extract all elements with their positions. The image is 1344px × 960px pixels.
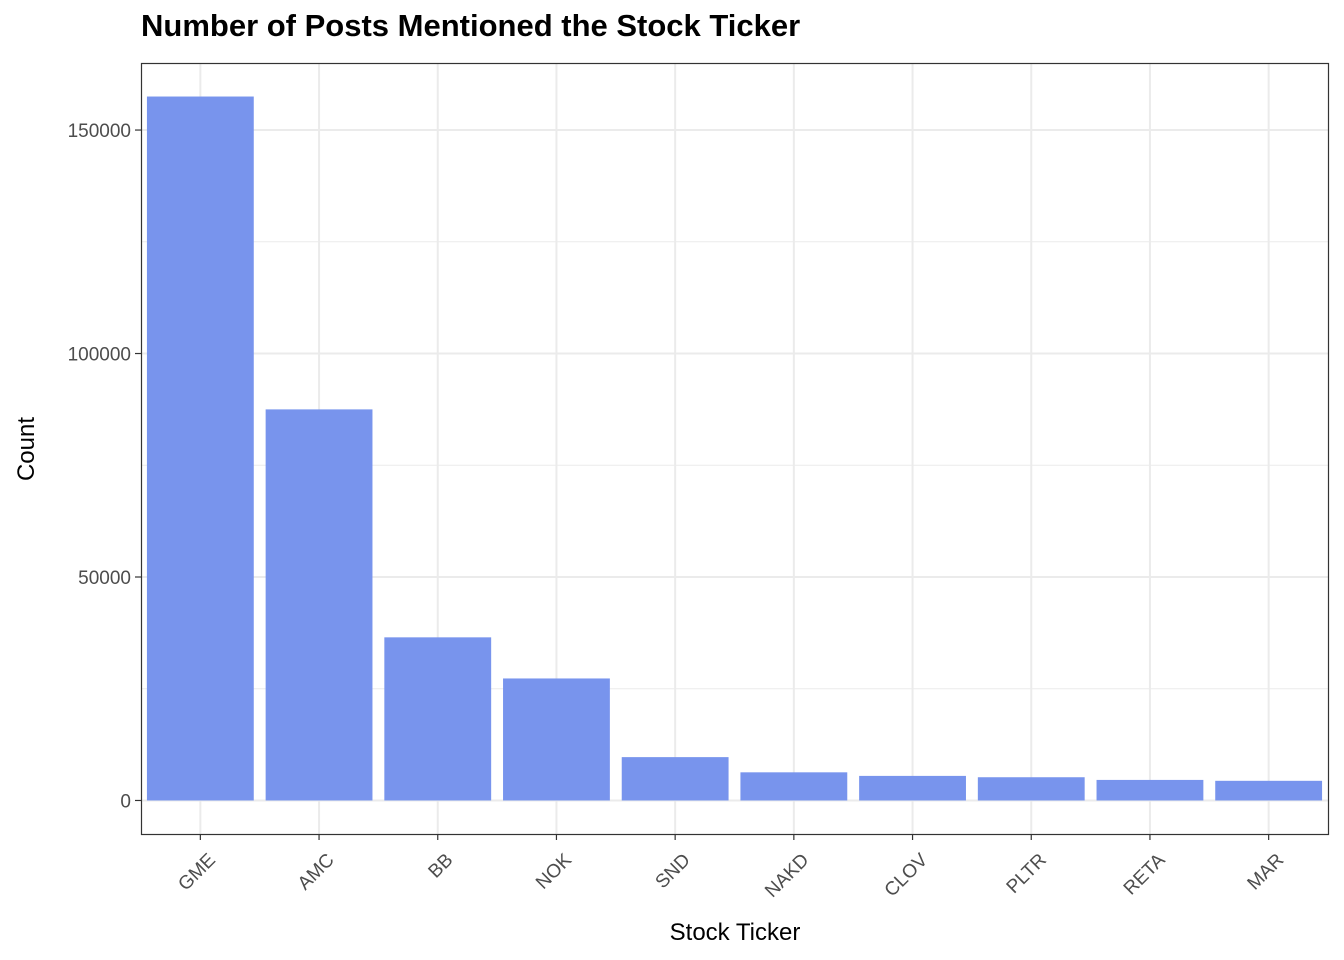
x-tick-label: AMC: [294, 850, 339, 895]
chart-title: Number of Posts Mentioned the Stock Tick…: [141, 8, 801, 43]
bar-pltr: [977, 777, 1085, 801]
bar-snd: [621, 757, 729, 801]
x-tick-label: NAKD: [761, 850, 813, 902]
x-tick-label: GME: [174, 850, 219, 895]
x-tick-label: RETA: [1120, 850, 1170, 900]
x-tick-label: MAR: [1244, 850, 1289, 895]
y-axis-ticks: 0 50000 100000 150000: [68, 121, 141, 812]
bar-amc: [265, 409, 373, 801]
y-tick-label: 100000: [68, 345, 131, 366]
x-tick-label: SND: [652, 850, 695, 893]
x-axis-ticks: GME AMC BB NOK SND NAKD CLOV PLTR RETA MAR: [174, 834, 1288, 902]
y-axis-title: Count: [13, 417, 40, 481]
bar-gme: [146, 96, 254, 801]
bar-nakd: [740, 772, 848, 801]
x-tick-label: PLTR: [1003, 850, 1051, 898]
bar-nok: [503, 678, 610, 801]
x-axis-title: Stock Ticker: [670, 919, 801, 946]
bar-reta: [1096, 779, 1204, 801]
panel-border: [140, 62, 1330, 836]
y-tick-label: 0: [120, 791, 131, 812]
x-tick-label: NOK: [532, 850, 576, 894]
bar-bb: [384, 637, 492, 801]
y-tick-label: 150000: [68, 121, 131, 142]
x-tick-label: CLOV: [881, 850, 933, 902]
x-tick-label: BB: [425, 850, 458, 883]
bar-clov: [859, 775, 966, 801]
bars: [146, 96, 1323, 801]
y-tick-label: 50000: [78, 568, 131, 589]
bar-mar: [1215, 780, 1323, 801]
